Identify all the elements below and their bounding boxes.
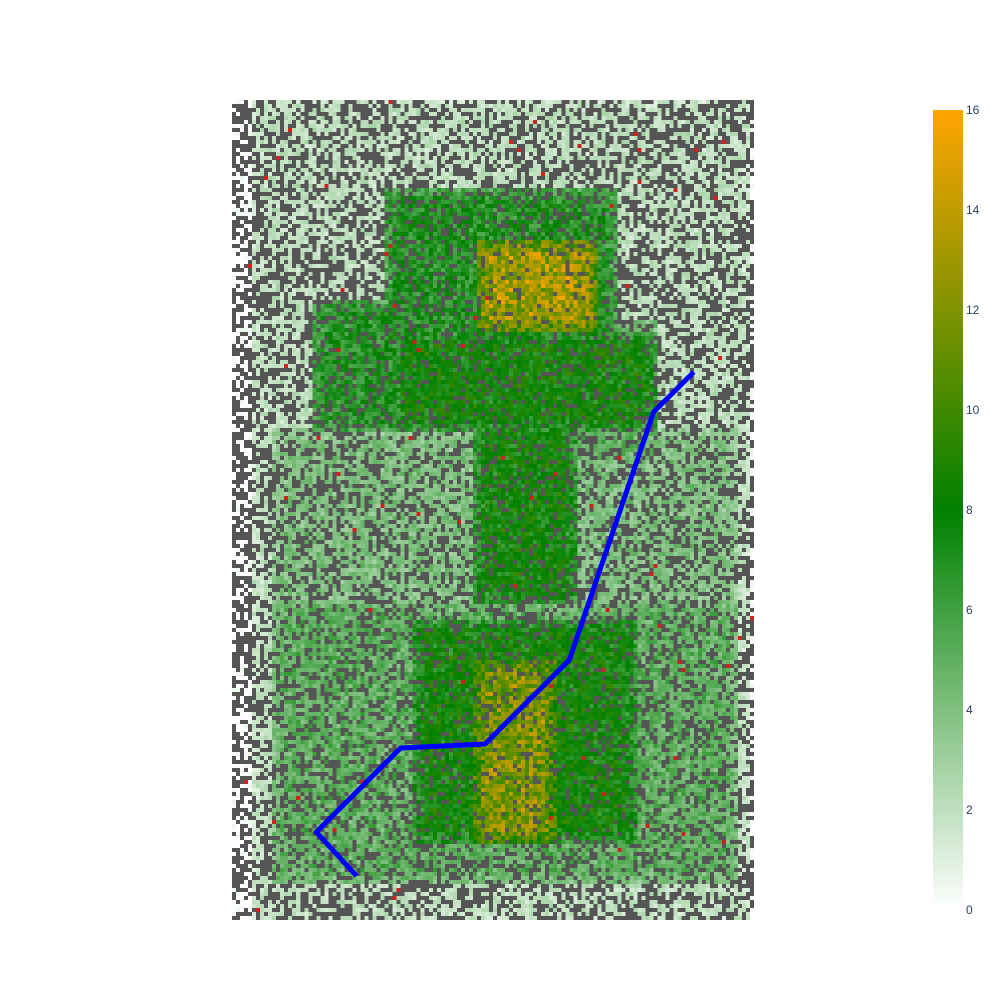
heatmap[interactable] [232, 100, 754, 920]
colorbar-tick-label: 2 [966, 803, 973, 817]
colorbar-tick-label: 14 [966, 203, 980, 217]
colorbar-tick-label: 6 [966, 603, 973, 617]
colorbar-tick-label: 0 [966, 903, 973, 917]
colorbar-gradient [933, 110, 963, 910]
colorbar: 0 2 4 6 8 10 12 14 16 [933, 103, 980, 917]
colorbar-tick-label: 12 [966, 303, 980, 317]
path-line-layer [313, 370, 696, 878]
colorbar-tick-label: 4 [966, 703, 973, 717]
path-line[interactable] [313, 370, 696, 878]
colorbar-tick-label: 8 [966, 503, 973, 517]
colorbar-tick-label: 10 [966, 403, 980, 417]
colorbar-ticks: 0 2 4 6 8 10 12 14 16 [966, 103, 980, 917]
colorbar-tick-label: 16 [966, 103, 980, 117]
